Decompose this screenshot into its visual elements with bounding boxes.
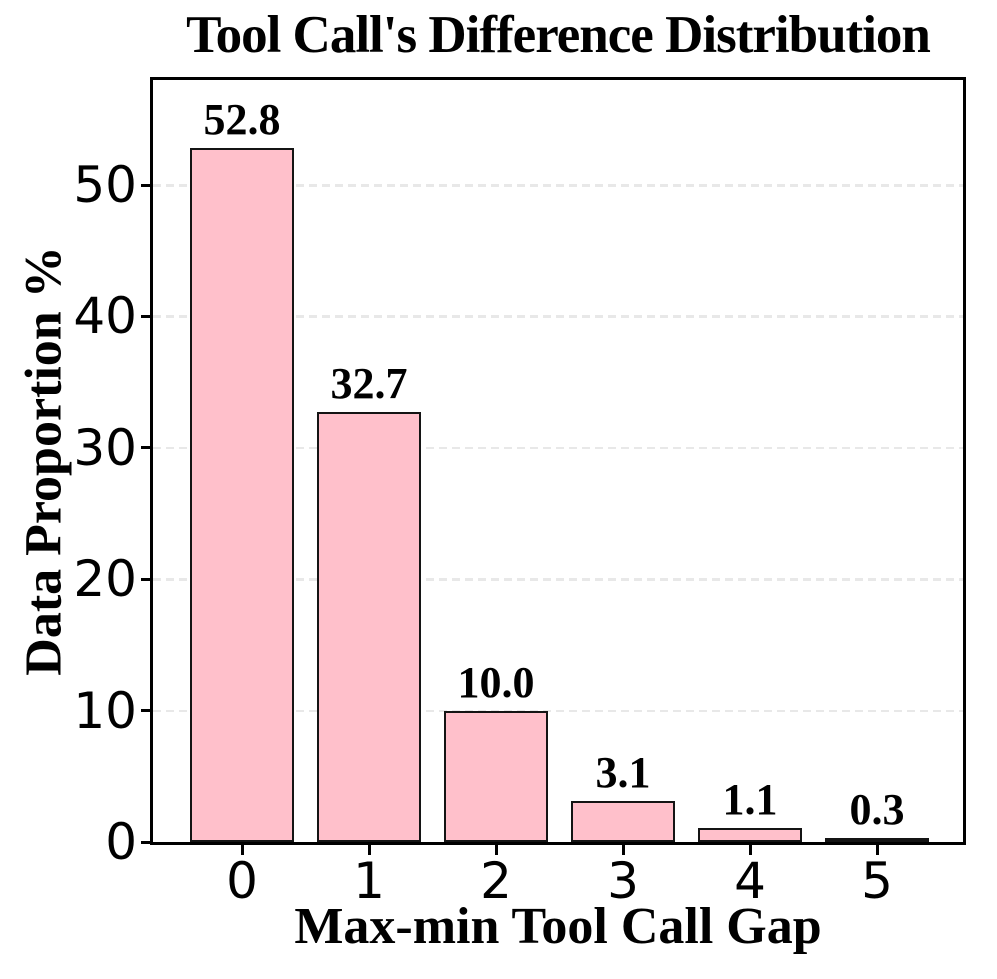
y-tick-mark-40	[141, 314, 153, 318]
y-tick-label-30: 30	[73, 418, 137, 477]
y-tick-label-0: 0	[105, 813, 137, 871]
y-tick-mark-20	[141, 577, 153, 581]
y-tick-label-40: 40	[73, 287, 137, 346]
x-tick-label-1: 1	[353, 852, 385, 910]
x-tick-mark-4	[748, 845, 752, 855]
x-tick-label-5: 5	[861, 852, 893, 910]
x-tick-label-4: 4	[734, 852, 766, 910]
x-tick-label-0: 0	[226, 852, 258, 910]
y-tick-mark-0	[141, 840, 153, 844]
plot-area	[150, 77, 966, 845]
chart-title: Tool Call's Difference Distribution	[186, 6, 931, 64]
x-tick-mark-3	[621, 845, 625, 855]
x-axis-label: Max-min Tool Call Gap	[294, 898, 822, 955]
y-tick-mark-10	[141, 709, 153, 713]
x-tick-mark-5	[875, 845, 879, 855]
y-tick-label-20: 20	[73, 550, 137, 609]
x-tick-label-3: 3	[607, 852, 639, 910]
y-tick-label-50: 50	[73, 156, 137, 215]
x-tick-mark-2	[494, 845, 498, 855]
y-tick-label-10: 10	[73, 681, 137, 740]
y-tick-mark-30	[141, 446, 153, 450]
x-tick-mark-1	[367, 845, 371, 855]
x-tick-mark-0	[240, 845, 244, 855]
x-tick-label-2: 2	[480, 852, 512, 910]
y-tick-mark-50	[141, 183, 153, 187]
